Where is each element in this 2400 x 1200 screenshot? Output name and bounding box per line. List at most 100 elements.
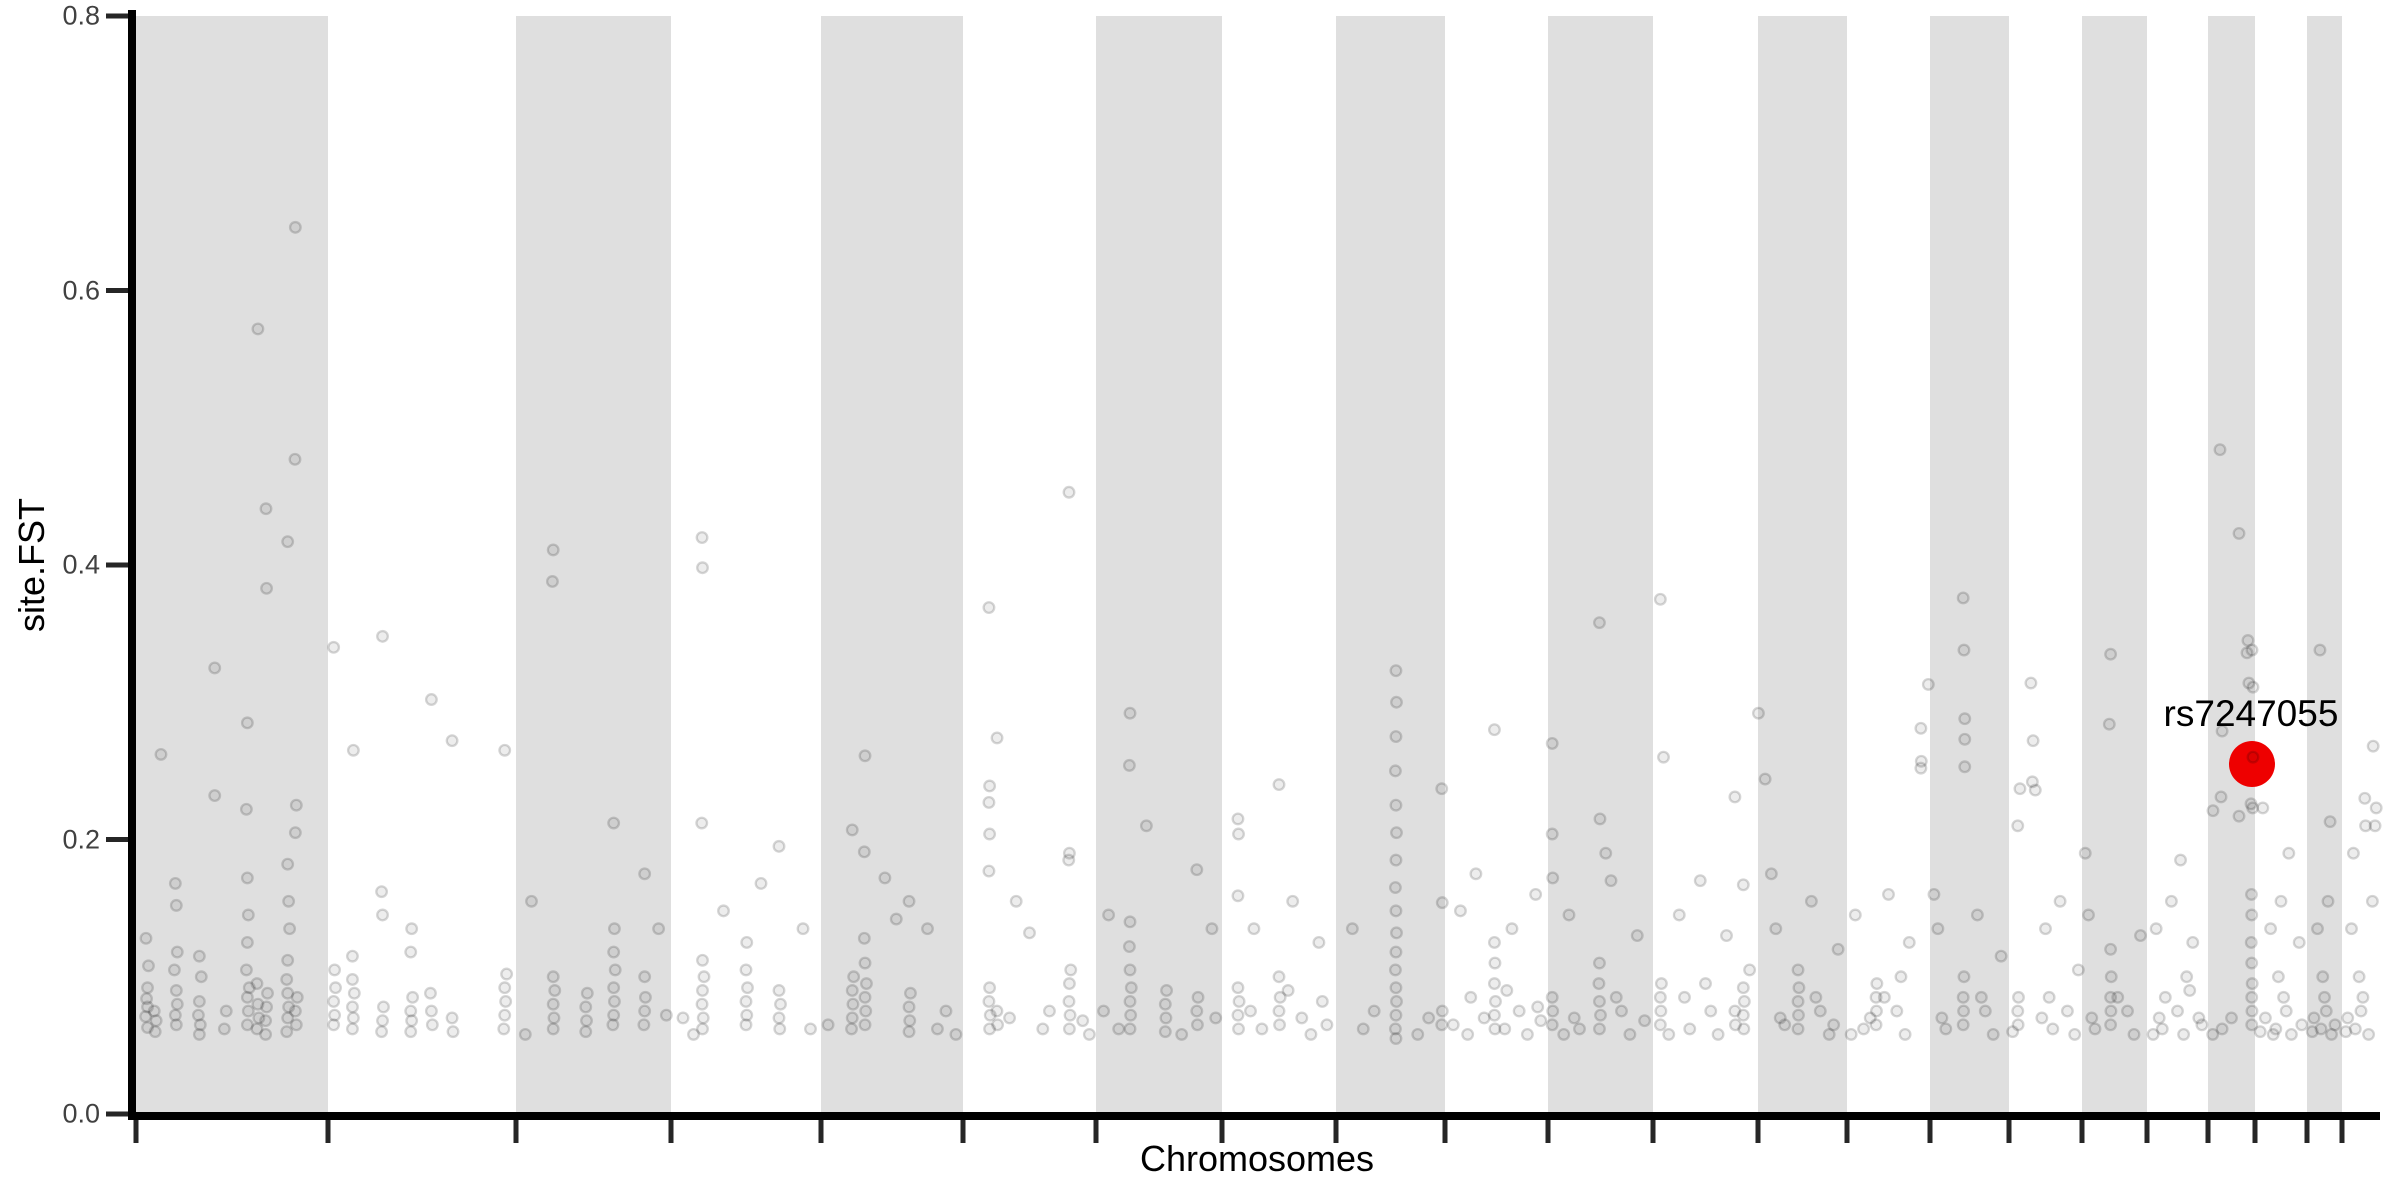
data-point [1737,1022,1751,1036]
data-point [983,1008,997,1022]
data-point [845,1011,859,1025]
data-point [169,1018,183,1032]
data-point [1751,706,1765,720]
data-point [345,1022,359,1036]
data-point [376,629,389,643]
data-point [1036,1022,1050,1036]
data-point [1304,1027,1318,1041]
data-point [168,876,182,890]
highlight-point-rs7247055 [2228,741,2275,788]
data-point [2369,801,2383,815]
data-point [2035,1011,2049,1025]
data-point [425,1018,439,1032]
data-point [2245,908,2259,922]
data-point [2319,1004,2333,1018]
data-point [983,981,997,995]
data-point [1813,1004,1827,1018]
data-point [1487,1008,1501,1022]
data-point [1914,754,1928,768]
data-point [1764,867,1778,881]
data-point [638,970,652,984]
data-point [939,1004,953,1018]
data-point [982,995,996,1008]
data-point [2258,1011,2272,1025]
data-point [1281,984,1295,997]
data-point [983,1022,997,1036]
data-point [1388,1022,1402,1036]
data-point [1921,677,1935,691]
data-point [2215,1022,2229,1036]
data-point [695,531,709,545]
data-point [2071,963,2085,977]
data-point [1175,1027,1189,1041]
data-point [859,1004,873,1018]
data-point [1970,908,1984,922]
data-point [2111,990,2125,1004]
data-point [345,949,359,963]
data-point [1487,723,1501,737]
data-point [405,1014,419,1028]
data-point [739,1018,753,1032]
data-point [902,1025,916,1039]
data-point [695,997,709,1011]
data-point [424,1004,438,1018]
data-point [1190,1018,1204,1032]
data-point [2341,1011,2355,1025]
data-point [773,1022,787,1036]
y-tick-label-0.8: 0.8 [62,0,100,31]
data-point [546,997,560,1011]
data-point [1869,1018,1883,1032]
data-point [1792,1008,1805,1022]
data-point [2026,734,2040,748]
data-point [1062,853,1076,867]
data-point [1498,1022,1512,1036]
data-point [2232,526,2246,540]
data-point [545,575,559,588]
data-point [259,502,273,516]
x-tick-chr14 [1844,1120,1850,1143]
data-point [2305,1025,2319,1039]
data-point [147,1004,161,1018]
data-point [1124,1008,1138,1022]
x-axis-line [128,1112,2380,1120]
data-point [1190,1004,1204,1018]
data-point [2359,819,2373,833]
data-point [1076,1014,1090,1028]
data-point [1295,1011,1309,1025]
data-point [289,798,303,812]
data-point [990,1004,1004,1018]
data-point [1464,990,1478,1004]
data-point [580,986,594,1000]
data-point [1957,643,1971,657]
data-point [1827,1018,1841,1032]
data-point [2245,1018,2259,1032]
data-point [1469,867,1483,881]
chromosome-band-15 [1930,16,2009,1112]
data-point [2356,990,2370,1004]
data-point [1898,1027,1912,1041]
data-point [1736,878,1750,892]
data-point [1758,772,1772,786]
data-point [1545,827,1559,841]
data-point [1446,1018,1460,1032]
data-point [2232,809,2246,823]
data-point [1390,926,1403,940]
data-point [2339,1025,2353,1039]
data-point [1209,1011,1223,1025]
data-point [239,802,253,816]
data-point [1367,1004,1381,1018]
data-point [1247,922,1261,936]
data-point [1791,963,1805,977]
data-point [282,894,296,908]
data-point [1956,1018,1970,1032]
data-point [1939,1022,1953,1036]
data-point [1063,1008,1077,1022]
data-point [347,986,361,1000]
data-point [2102,717,2116,731]
data-point [637,1018,651,1032]
data-point [796,922,810,936]
data-point [982,795,996,809]
data-point [1657,750,1670,764]
data-point [2024,676,2038,690]
data-point [169,984,183,997]
